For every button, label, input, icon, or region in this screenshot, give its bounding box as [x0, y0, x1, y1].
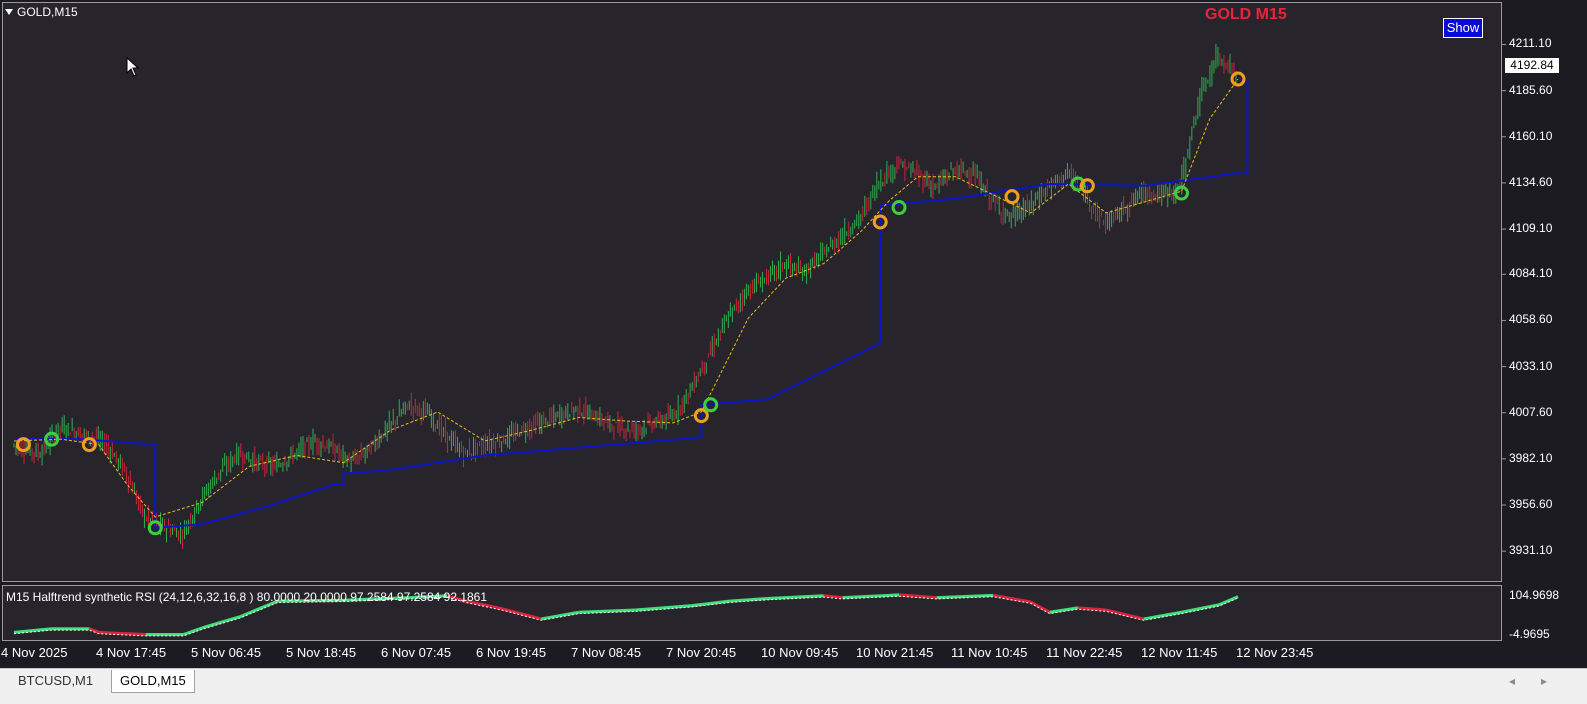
- mouse-cursor-icon: [126, 57, 140, 77]
- rsi-segment: [1143, 610, 1182, 621]
- y-tick-label: 4185.60: [1509, 82, 1553, 97]
- sell-signal-icon: [1079, 178, 1095, 194]
- x-tick-label: 6 Nov 07:45: [381, 645, 452, 660]
- rsi-segment: [239, 599, 279, 619]
- x-tick-label: 4 Nov 17:45: [96, 645, 167, 660]
- rsi-segment: [201, 615, 241, 630]
- buy-signal-icon: [44, 431, 60, 447]
- rsi-segment: [182, 626, 203, 636]
- indicator-scale-top: 104.9698: [1509, 588, 1560, 602]
- indicator-scale-bottom: -4.9695: [1509, 627, 1550, 641]
- x-tick-label: 11 Nov 10:45: [951, 645, 1028, 660]
- tab-scroll-arrows[interactable]: ◂▸: [1508, 674, 1573, 688]
- y-tick-label: 4211.10: [1509, 36, 1552, 51]
- rsi-segment: [277, 598, 344, 603]
- y-tick-label: 3931.10: [1509, 543, 1553, 558]
- rsi-segment: [992, 593, 1032, 604]
- rsi-segment: [1181, 603, 1220, 614]
- buy-signal-icon: [147, 520, 163, 536]
- chart-tab-bar: BTCUSD,M1 GOLD,M15 ◂▸: [0, 668, 1587, 704]
- rsi-segment: [635, 604, 693, 612]
- x-tick-label: 10 Nov 21:45: [856, 645, 934, 660]
- rsi-segment: [1077, 606, 1107, 612]
- tab-gold[interactable]: GOLD,M15: [111, 670, 195, 693]
- symbol-title-text: GOLD,M15: [17, 5, 78, 19]
- y-tick-label: 4033.10: [1509, 358, 1553, 373]
- rsi-segment: [1049, 606, 1079, 614]
- rsi-segment: [823, 594, 843, 600]
- current-price-tag: 4192.84: [1505, 58, 1559, 73]
- buy-signal-icon: [1070, 176, 1086, 192]
- x-tick-label: 7 Nov 08:45: [571, 645, 642, 660]
- halftrend-line: [14, 79, 1249, 529]
- sell-signal-icon: [872, 214, 888, 230]
- x-tick-label: 7 Nov 20:45: [666, 645, 737, 660]
- rsi-segment: [767, 594, 824, 600]
- show-button[interactable]: Show: [1443, 18, 1483, 38]
- buy-signal-icon: [891, 200, 907, 216]
- y-tick-label: 4134.60: [1509, 174, 1553, 189]
- rsi-segment: [578, 608, 636, 614]
- x-tick-label: 12 Nov 11:45: [1141, 645, 1218, 660]
- x-tick-label: 5 Nov 18:45: [286, 645, 357, 660]
- price-chart: [13, 43, 1506, 637]
- y-tick-label: 4084.10: [1509, 266, 1553, 281]
- rsi-segment: [729, 596, 768, 603]
- sell-signal-icon: [1230, 71, 1246, 87]
- tab-btcusd[interactable]: BTCUSD,M1: [18, 673, 94, 688]
- y-tick-label: 4058.60: [1509, 312, 1553, 327]
- y-tick-label: 3956.60: [1509, 497, 1553, 511]
- rsi-segment: [465, 599, 504, 611]
- buy-signal-icon: [703, 397, 719, 413]
- x-tick-label: 4 Nov 2025: [1, 645, 68, 660]
- rsi-segment: [691, 599, 730, 608]
- rsi-segment: [842, 593, 900, 600]
- indicator-label: M15 Halftrend synthetic RSI (24,12,6,32,…: [6, 590, 488, 604]
- rsi-segment: [1105, 608, 1145, 621]
- rsi-segment: [98, 630, 146, 637]
- rsi-segment: [446, 594, 467, 603]
- rsi-segment: [1030, 600, 1051, 614]
- rsi-segment: [503, 607, 542, 621]
- chart-watermark: GOLD M15: [1205, 6, 1287, 23]
- x-tick-label: 12 Nov 23:45: [1236, 645, 1314, 660]
- sell-signal-icon: [693, 408, 709, 424]
- buy-signal-icon: [1174, 185, 1190, 201]
- rsi-segment: [343, 596, 410, 602]
- rsi-signal-line: [13, 595, 1239, 637]
- moving-average-line: [13, 78, 1239, 518]
- x-tick-label: 11 Nov 22:45: [1046, 645, 1123, 660]
- y-tick-label: 4109.10: [1509, 221, 1553, 236]
- rsi-segment: [1218, 595, 1239, 607]
- sell-signal-icon: [15, 437, 31, 453]
- collapse-triangle-icon[interactable]: [5, 9, 13, 15]
- sell-signal-icon: [81, 437, 97, 453]
- rsi-segment: [409, 594, 448, 600]
- symbol-title[interactable]: GOLD,M15: [5, 5, 78, 19]
- rsi-segment: [13, 627, 52, 634]
- x-tick-label: 5 Nov 06:45: [191, 645, 262, 660]
- x-tick-label: 6 Nov 19:45: [476, 645, 547, 660]
- chart-window[interactable]: GOLD,M15 GOLD M15 Show M15 Halftrend syn…: [0, 0, 1587, 668]
- x-tick-label: 10 Nov 09:45: [761, 645, 839, 660]
- rsi-segment: [898, 593, 937, 600]
- y-tick-label: 3982.10: [1509, 450, 1553, 465]
- y-tick-label: 4007.60: [1509, 404, 1553, 419]
- rsi-segment: [88, 627, 100, 634]
- sell-signal-icon: [1004, 189, 1020, 205]
- rsi-segment: [936, 593, 994, 600]
- y-tick-label: 4160.10: [1509, 128, 1553, 143]
- rsi-segment: [540, 610, 580, 621]
